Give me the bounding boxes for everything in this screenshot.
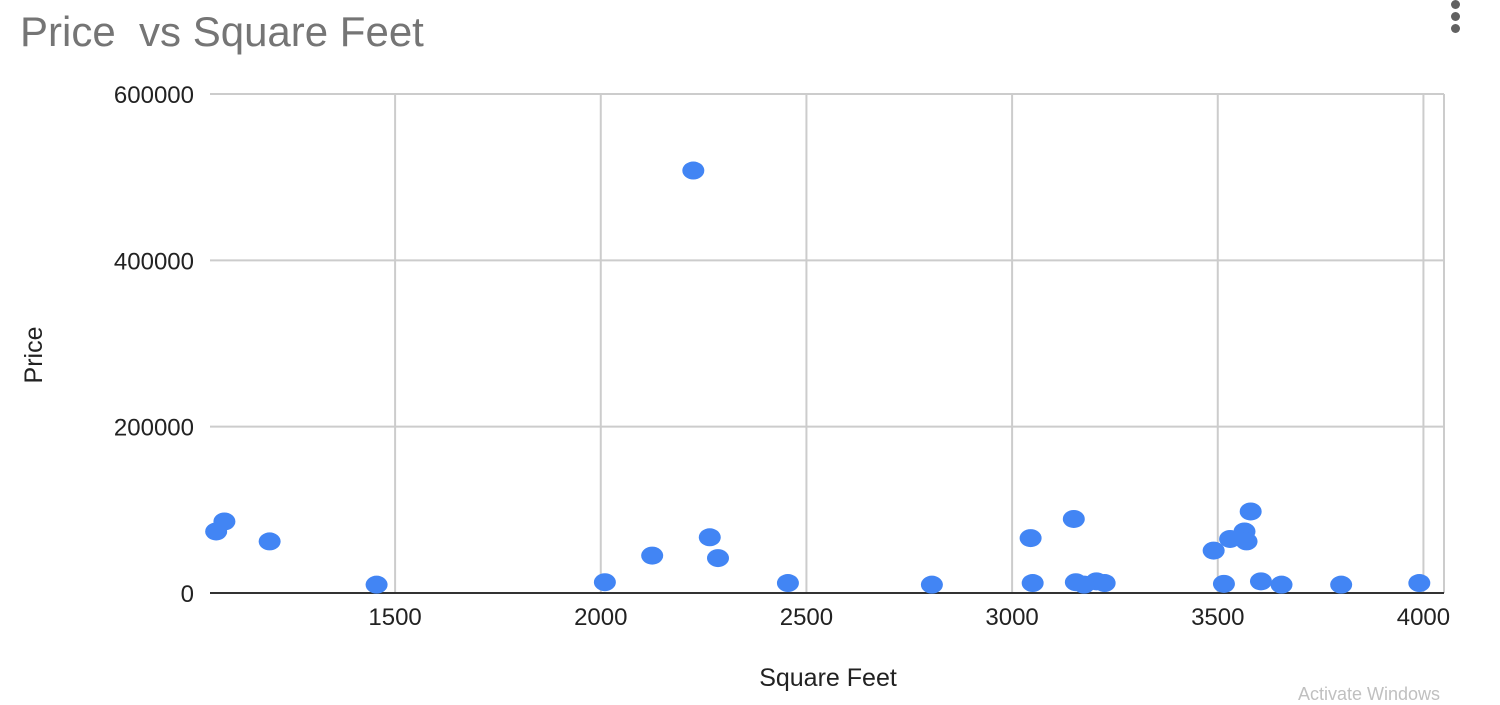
y-tick-label: 600000: [114, 82, 194, 109]
data-point[interactable]: [1408, 574, 1431, 593]
data-point[interactable]: [1021, 574, 1044, 593]
data-point[interactable]: [1019, 529, 1042, 548]
x-axis-label: Square Feet: [759, 664, 897, 692]
x-tick-label: 2000: [574, 604, 627, 631]
data-point[interactable]: [1093, 574, 1116, 593]
data-point[interactable]: [1239, 502, 1262, 521]
data-point[interactable]: [776, 574, 799, 593]
tick-labels: 0 200000 400000 600000 1500 2000 2500 3000 3500 4…: [114, 82, 1450, 631]
data-point[interactable]: [1235, 532, 1258, 551]
x-tick-label: 3500: [1191, 604, 1244, 631]
data-point[interactable]: [1330, 575, 1353, 594]
data-point[interactable]: [1062, 509, 1085, 528]
y-tick-label: 0: [181, 581, 194, 608]
data-points: [205, 161, 1431, 594]
y-tick-label: 200000: [114, 415, 194, 442]
data-point[interactable]: [593, 573, 616, 592]
data-point[interactable]: [1249, 572, 1272, 591]
more-options-icon[interactable]: [1446, 0, 1464, 34]
y-axis-label: Price: [20, 327, 48, 384]
data-point[interactable]: [365, 575, 388, 594]
data-point[interactable]: [1270, 575, 1293, 594]
y-tick-label: 400000: [114, 248, 194, 275]
data-point[interactable]: [641, 546, 664, 565]
data-point[interactable]: [698, 528, 721, 547]
x-tick-label: 3000: [985, 604, 1038, 631]
x-tick-label: 4000: [1397, 604, 1450, 631]
data-point[interactable]: [682, 161, 705, 180]
x-tick-label: 1500: [368, 604, 421, 631]
data-point[interactable]: [1212, 574, 1235, 593]
data-point[interactable]: [920, 575, 943, 594]
data-point[interactable]: [258, 532, 281, 551]
data-point[interactable]: [706, 549, 729, 568]
data-point[interactable]: [213, 512, 236, 531]
data-point[interactable]: [1202, 541, 1225, 560]
gridlines: [210, 93, 1445, 593]
x-tick-label: 2500: [780, 604, 833, 631]
chart-title: Price vs Square Feet: [20, 8, 424, 55]
